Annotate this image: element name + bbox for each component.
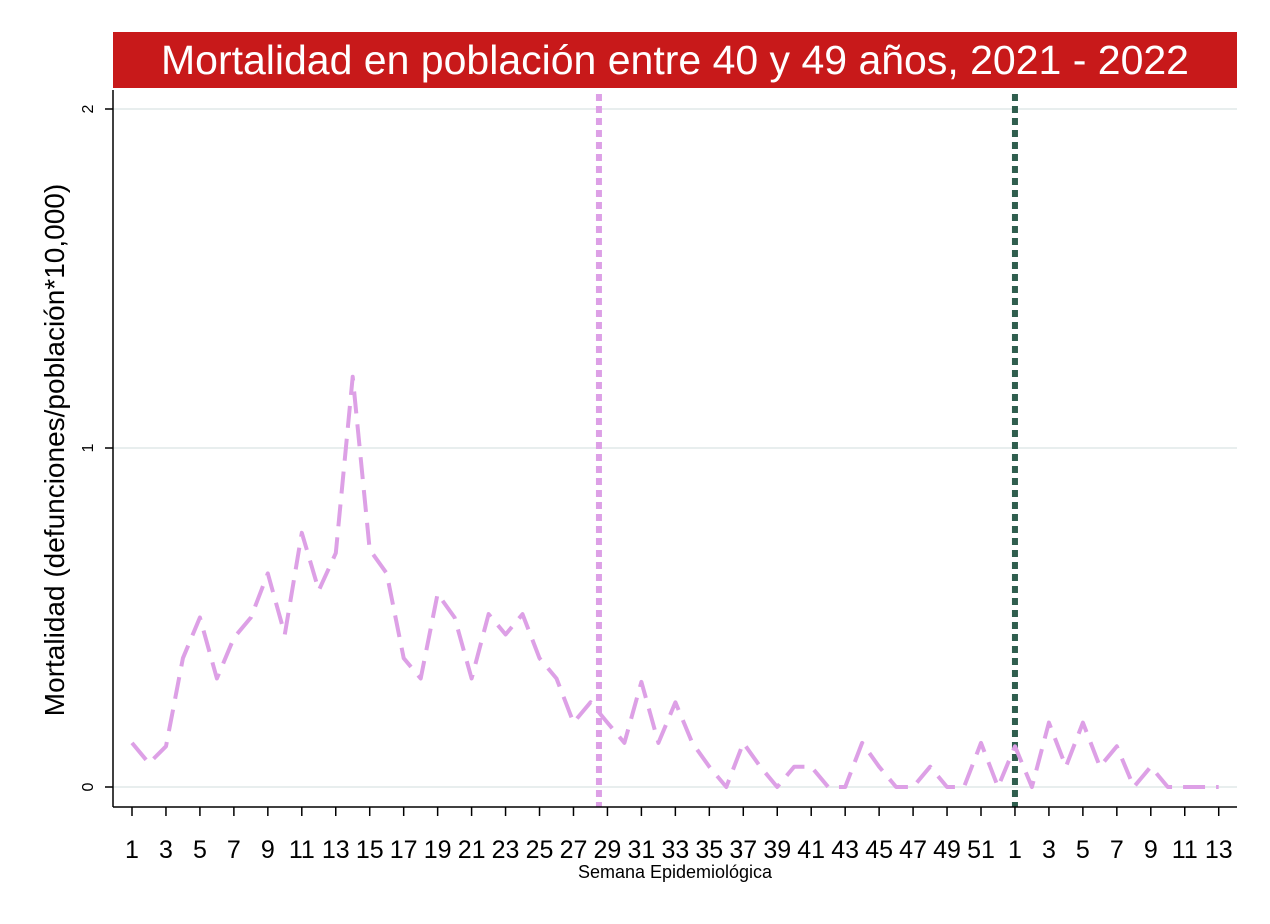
x-tick-label: 23 <box>492 836 520 864</box>
x-tick-label: 37 <box>729 836 757 864</box>
x-tick-label: 5 <box>193 836 207 864</box>
x-tick-label: 31 <box>627 836 655 864</box>
x-tick-label: 17 <box>390 836 418 864</box>
x-tick-label: 11 <box>1172 836 1198 864</box>
x-tick-label: 27 <box>560 836 588 864</box>
x-tick-label: 7 <box>1110 836 1124 864</box>
x-tick-label: 1 <box>1008 836 1022 864</box>
x-tick-label: 3 <box>159 836 173 864</box>
x-tick-label: 11 <box>289 836 315 864</box>
series-lines <box>130 374 1219 789</box>
grid-lines <box>113 108 1237 788</box>
x-tick-label: 15 <box>356 836 384 864</box>
x-tick-label: 25 <box>526 836 554 864</box>
x-tick-label: 19 <box>424 836 452 864</box>
x-tick-label: 43 <box>831 836 859 864</box>
x-tick-label: 39 <box>763 836 791 864</box>
x-tick-label: 13 <box>322 836 350 864</box>
x-tick-label: 21 <box>458 836 486 864</box>
x-tick-label: 51 <box>967 836 995 864</box>
x-tick-label: 45 <box>865 836 893 864</box>
x-tick-label: 13 <box>1205 836 1233 864</box>
x-tick-label: 9 <box>1144 836 1158 864</box>
series-line-0 <box>130 374 1219 789</box>
x-tick-labels: 1 3 5 7 9 11 13 15 17 19 21 23 25 27 29 31 33 35 37 39 41 43 4… <box>125 836 1233 864</box>
y-tick-label: 1 <box>80 443 97 452</box>
x-tick-label: 1 <box>125 836 139 864</box>
x-tick-label: 3 <box>1042 836 1056 864</box>
x-tick-label: 33 <box>661 836 689 864</box>
x-axis-label: Semana Epidemiológica <box>577 862 773 882</box>
x-tick-label: 49 <box>933 836 961 864</box>
reference-lines <box>595 94 1018 807</box>
y-axis-label: Mortalidad (defunciones/población*10,000… <box>39 183 70 717</box>
x-tick-label: 9 <box>261 836 275 864</box>
y-tick-labels: 0 1 2 <box>80 104 97 791</box>
x-tick-label: 41 <box>797 836 825 864</box>
y-tick-label: 2 <box>80 104 97 113</box>
x-tick-label: 7 <box>227 836 241 864</box>
chart-title: Mortalidad en población entre 40 y 49 añ… <box>160 37 1189 83</box>
x-tick-label: 35 <box>695 836 723 864</box>
x-tick-label: 47 <box>899 836 927 864</box>
x-tick-label: 5 <box>1076 836 1090 864</box>
y-tick-label: 0 <box>80 782 97 791</box>
axes <box>105 90 1237 816</box>
x-tick-label: 29 <box>594 836 622 864</box>
chart-title-banner: Mortalidad en población entre 40 y 49 añ… <box>113 32 1237 88</box>
